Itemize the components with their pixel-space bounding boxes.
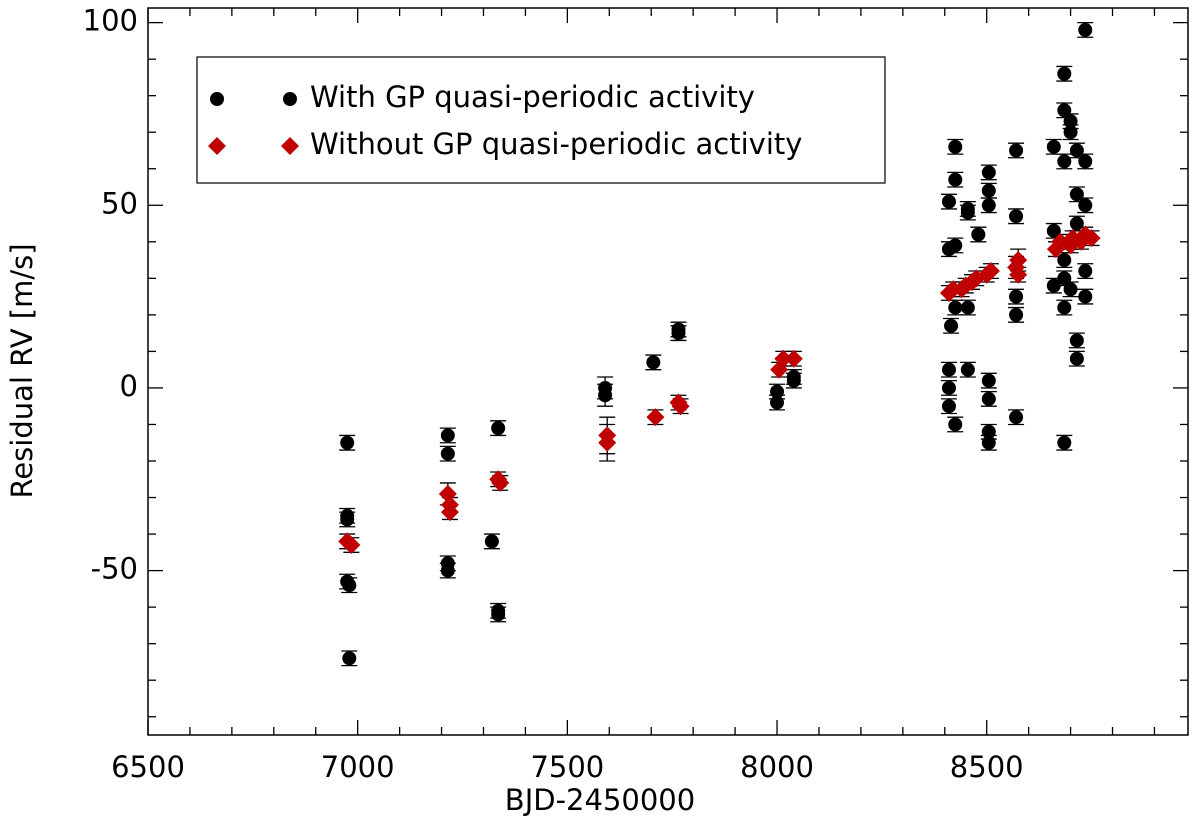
point — [941, 399, 956, 414]
point — [981, 165, 996, 180]
point — [1069, 216, 1084, 231]
point — [960, 362, 975, 377]
point — [491, 607, 506, 622]
point — [981, 262, 1000, 281]
point — [1009, 289, 1024, 304]
point — [340, 512, 355, 527]
point — [440, 503, 459, 522]
point — [981, 373, 996, 388]
point — [1057, 271, 1072, 286]
point — [948, 300, 963, 315]
point — [1046, 278, 1061, 293]
point — [342, 536, 361, 555]
point — [1063, 282, 1078, 297]
point — [948, 139, 963, 154]
x-tick-label: 8500 — [950, 750, 1024, 784]
point — [1057, 435, 1072, 450]
x-tick-label: 6500 — [111, 750, 185, 784]
x-tick-label: 7000 — [321, 750, 395, 784]
point — [598, 433, 617, 452]
point — [484, 534, 499, 549]
y-tick-label: 0 — [120, 369, 138, 403]
point — [1063, 125, 1078, 140]
legend-marker — [281, 137, 299, 155]
point — [1069, 351, 1084, 366]
point — [1078, 22, 1093, 37]
point — [342, 578, 357, 593]
point — [440, 428, 455, 443]
point — [786, 369, 801, 384]
point — [646, 408, 665, 427]
x-tick-label: 8000 — [740, 750, 814, 784]
legend-box — [196, 56, 886, 184]
point — [948, 238, 963, 253]
point — [1078, 289, 1093, 304]
point — [1009, 143, 1024, 158]
point — [941, 194, 956, 209]
point — [440, 446, 455, 461]
point — [491, 421, 506, 436]
legend-marker — [210, 92, 224, 106]
point — [1007, 258, 1026, 277]
point — [770, 395, 785, 410]
point — [1009, 410, 1024, 425]
point — [981, 183, 996, 198]
legend-label: With GP quasi-periodic activity — [310, 80, 755, 114]
point — [981, 391, 996, 406]
point — [1057, 253, 1072, 268]
point — [981, 424, 996, 439]
point — [941, 362, 956, 377]
y-tick-label: 100 — [83, 4, 138, 38]
point — [1069, 187, 1084, 202]
point — [1057, 66, 1072, 81]
point — [960, 201, 975, 216]
point — [491, 473, 510, 492]
y-tick-label: 50 — [101, 186, 138, 220]
legend-marker — [208, 137, 226, 155]
point — [1009, 307, 1024, 322]
point — [1063, 114, 1078, 129]
point — [1078, 264, 1093, 279]
point — [342, 651, 357, 666]
y-tick-label: -50 — [91, 552, 138, 586]
point — [981, 435, 996, 450]
point — [1009, 209, 1024, 224]
point — [770, 384, 785, 399]
point — [671, 397, 690, 416]
point — [1057, 154, 1072, 169]
point — [1078, 198, 1093, 213]
point — [646, 355, 661, 370]
point — [1057, 103, 1072, 118]
point — [1009, 251, 1028, 270]
point — [944, 318, 959, 333]
y-axis-label: Residual RV [m/s] — [5, 243, 39, 498]
point — [948, 172, 963, 187]
point — [1069, 333, 1084, 348]
point — [981, 198, 996, 213]
point — [774, 349, 793, 368]
point — [1009, 265, 1028, 284]
point — [1046, 139, 1061, 154]
point — [960, 300, 975, 315]
point — [1057, 300, 1072, 315]
x-tick-label: 7500 — [530, 750, 604, 784]
legend-marker — [283, 92, 297, 106]
plot-frame — [147, 7, 1189, 736]
point — [784, 349, 803, 368]
point — [340, 435, 355, 450]
point — [671, 322, 686, 337]
point — [1069, 143, 1084, 158]
point — [1078, 154, 1093, 169]
point — [941, 380, 956, 395]
point — [1082, 229, 1101, 248]
point — [948, 417, 963, 432]
x-axis-label: BJD-2450000 — [505, 783, 695, 817]
point — [440, 563, 455, 578]
legend-label: Without GP quasi-periodic activity — [310, 127, 802, 161]
point — [971, 227, 986, 242]
point — [598, 388, 613, 403]
